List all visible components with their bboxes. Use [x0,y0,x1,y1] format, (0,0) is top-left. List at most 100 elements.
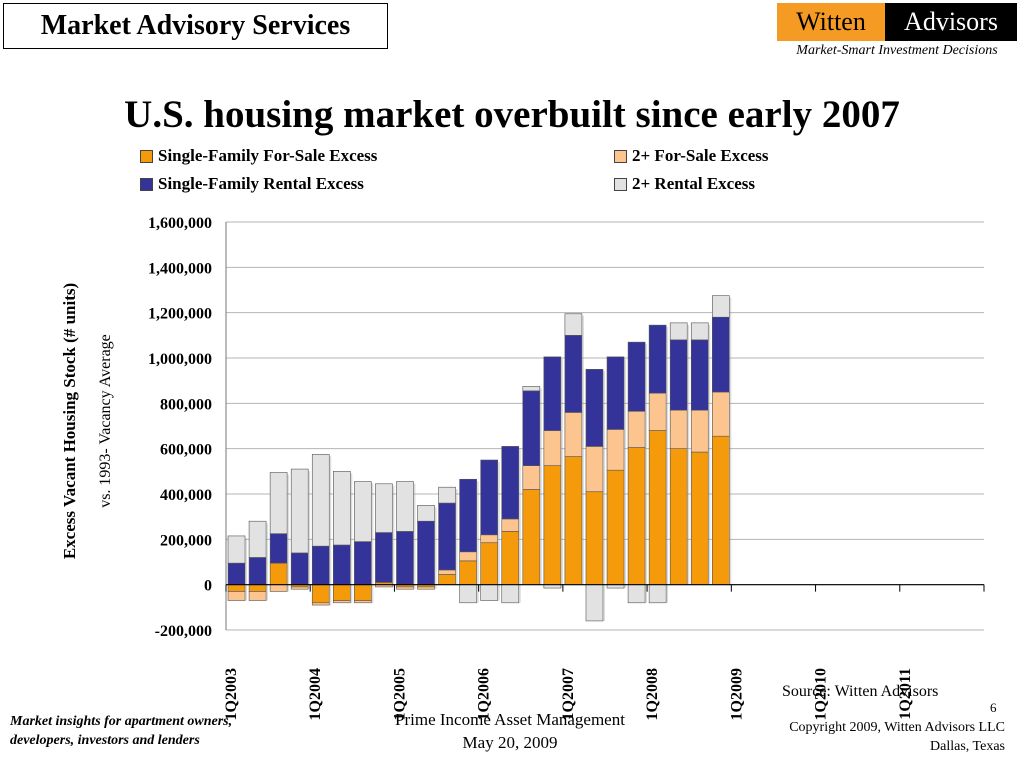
bar-segment [606,469,625,585]
bar-shadow [308,471,311,590]
legend-item-sf-rental: Single-Family Rental Excess [140,174,364,194]
bar-segment [543,356,562,431]
bar-segment [480,584,498,601]
y-tick-label: 1,000,000 [148,351,212,368]
bar-segment [269,562,288,585]
bar-segment [417,586,435,590]
bar-segment [311,602,330,606]
bar-shadow [476,481,479,603]
footer-left-line1: Market insights for apartment owners, [10,714,233,729]
bar-segment [417,520,435,585]
footer-right: Copyright 2009, Witten Advisors LLC Dall… [720,718,1005,756]
bar-segment [690,451,709,585]
footer-center-line2: May 20, 2009 [462,733,558,752]
logo-advisors: Advisors [885,3,1017,41]
bar-segment [627,341,646,412]
bar-segment [564,412,583,457]
bar-segment [564,313,583,336]
chart-legend: Single-Family For-Sale Excess 2+ For-Sal… [140,146,840,200]
bar-segment [227,584,246,592]
source-note: Source: Witten Advisors [782,683,939,700]
bar-segment [480,534,498,544]
bar-segment [585,584,604,622]
y-tick-label: 1,200,000 [148,306,212,323]
bar-segment [333,544,351,585]
bar-segment [648,392,667,431]
bar-shadow [371,483,374,603]
legend-label-sf-rental: Single-Family Rental Excess [158,174,364,193]
bar-shadow [518,448,521,603]
legend-label-mf-rental: 2+ Rental Excess [632,174,756,193]
footer-left-line2: developers, investors and lenders [10,733,200,748]
bar-segment [354,541,372,585]
service-title-box: Market Advisory Services [3,3,388,49]
bar-segment [522,386,541,392]
bar-shadow [350,473,353,603]
bar-segment [396,586,414,590]
bar-segment [627,447,646,585]
bar-segment [648,430,667,585]
bar-segment [522,465,541,490]
bar-segment [480,542,498,585]
bar-segment [712,391,730,437]
bar-segment [227,562,246,585]
bar-shadow [624,358,627,589]
y-tick-label: 400,000 [160,487,212,504]
bar-segment [375,532,393,583]
bar-segment [522,489,541,585]
bar-shadow [602,371,605,621]
witten-advisors-logo: Witten Advisors [777,3,1017,41]
x-tick-label: 1Q2006 [476,668,493,720]
y-tick-label: 1,400,000 [148,260,212,277]
bar-segment [354,481,372,542]
footer-left: Market insights for apartment owners, de… [10,712,310,750]
x-tick-label: 1Q2008 [644,668,661,720]
bar-segment [269,472,288,534]
bar-segment [290,552,309,585]
bar-segment [438,574,456,585]
bar-segment [648,324,667,394]
bar-segment [290,586,309,590]
bar-segment [501,531,520,585]
bar-shadow [708,324,711,585]
bar-segment [438,502,456,571]
legend-label-sf-for-sale: Single-Family For-Sale Excess [158,146,378,165]
bar-segment [669,448,688,585]
bar-segment [290,468,309,554]
slide-title: U.S. housing market overbuilt since earl… [124,93,900,136]
bar-segment [669,409,688,449]
bar-segment [669,339,688,411]
bar-segment [248,584,267,592]
bar-segment [501,518,520,532]
y-tick-label: -200,000 [155,623,212,640]
bar-shadow [266,523,269,601]
bar-segment [311,545,330,585]
bar-shadow [539,388,542,585]
bar-segment [690,339,709,411]
legend-item-mf-for-sale: 2+ For-Sale Excess [614,146,769,166]
bar-segment [269,584,288,592]
legend-swatch-sf-for-sale [140,149,153,163]
legend-swatch-mf-rental [614,177,627,191]
bar-segment [396,531,414,585]
y-tick-label: 800,000 [160,396,212,413]
footer-right-line1: Copyright 2009, Witten Advisors LLC [789,720,1005,735]
bar-shadow [329,456,332,606]
bar-segment [543,465,562,585]
bar-segment [585,446,604,493]
bar-segment [438,569,456,575]
bar-segment [459,584,477,604]
bar-segment [585,369,604,447]
footer-center: Prime Income Asset Management May 20, 20… [340,708,680,754]
bar-segment [269,533,288,564]
bar-shadow [497,462,500,601]
bar-segment [459,560,477,585]
bar-shadow [666,327,669,603]
bar-segment [311,454,330,547]
bar-segment [459,551,477,562]
x-tick-label: 1Q2011 [897,668,914,720]
bar-shadow [455,489,458,585]
footer-center-line1: Prime Income Asset Management [395,710,625,729]
bar-shadow [413,483,416,590]
